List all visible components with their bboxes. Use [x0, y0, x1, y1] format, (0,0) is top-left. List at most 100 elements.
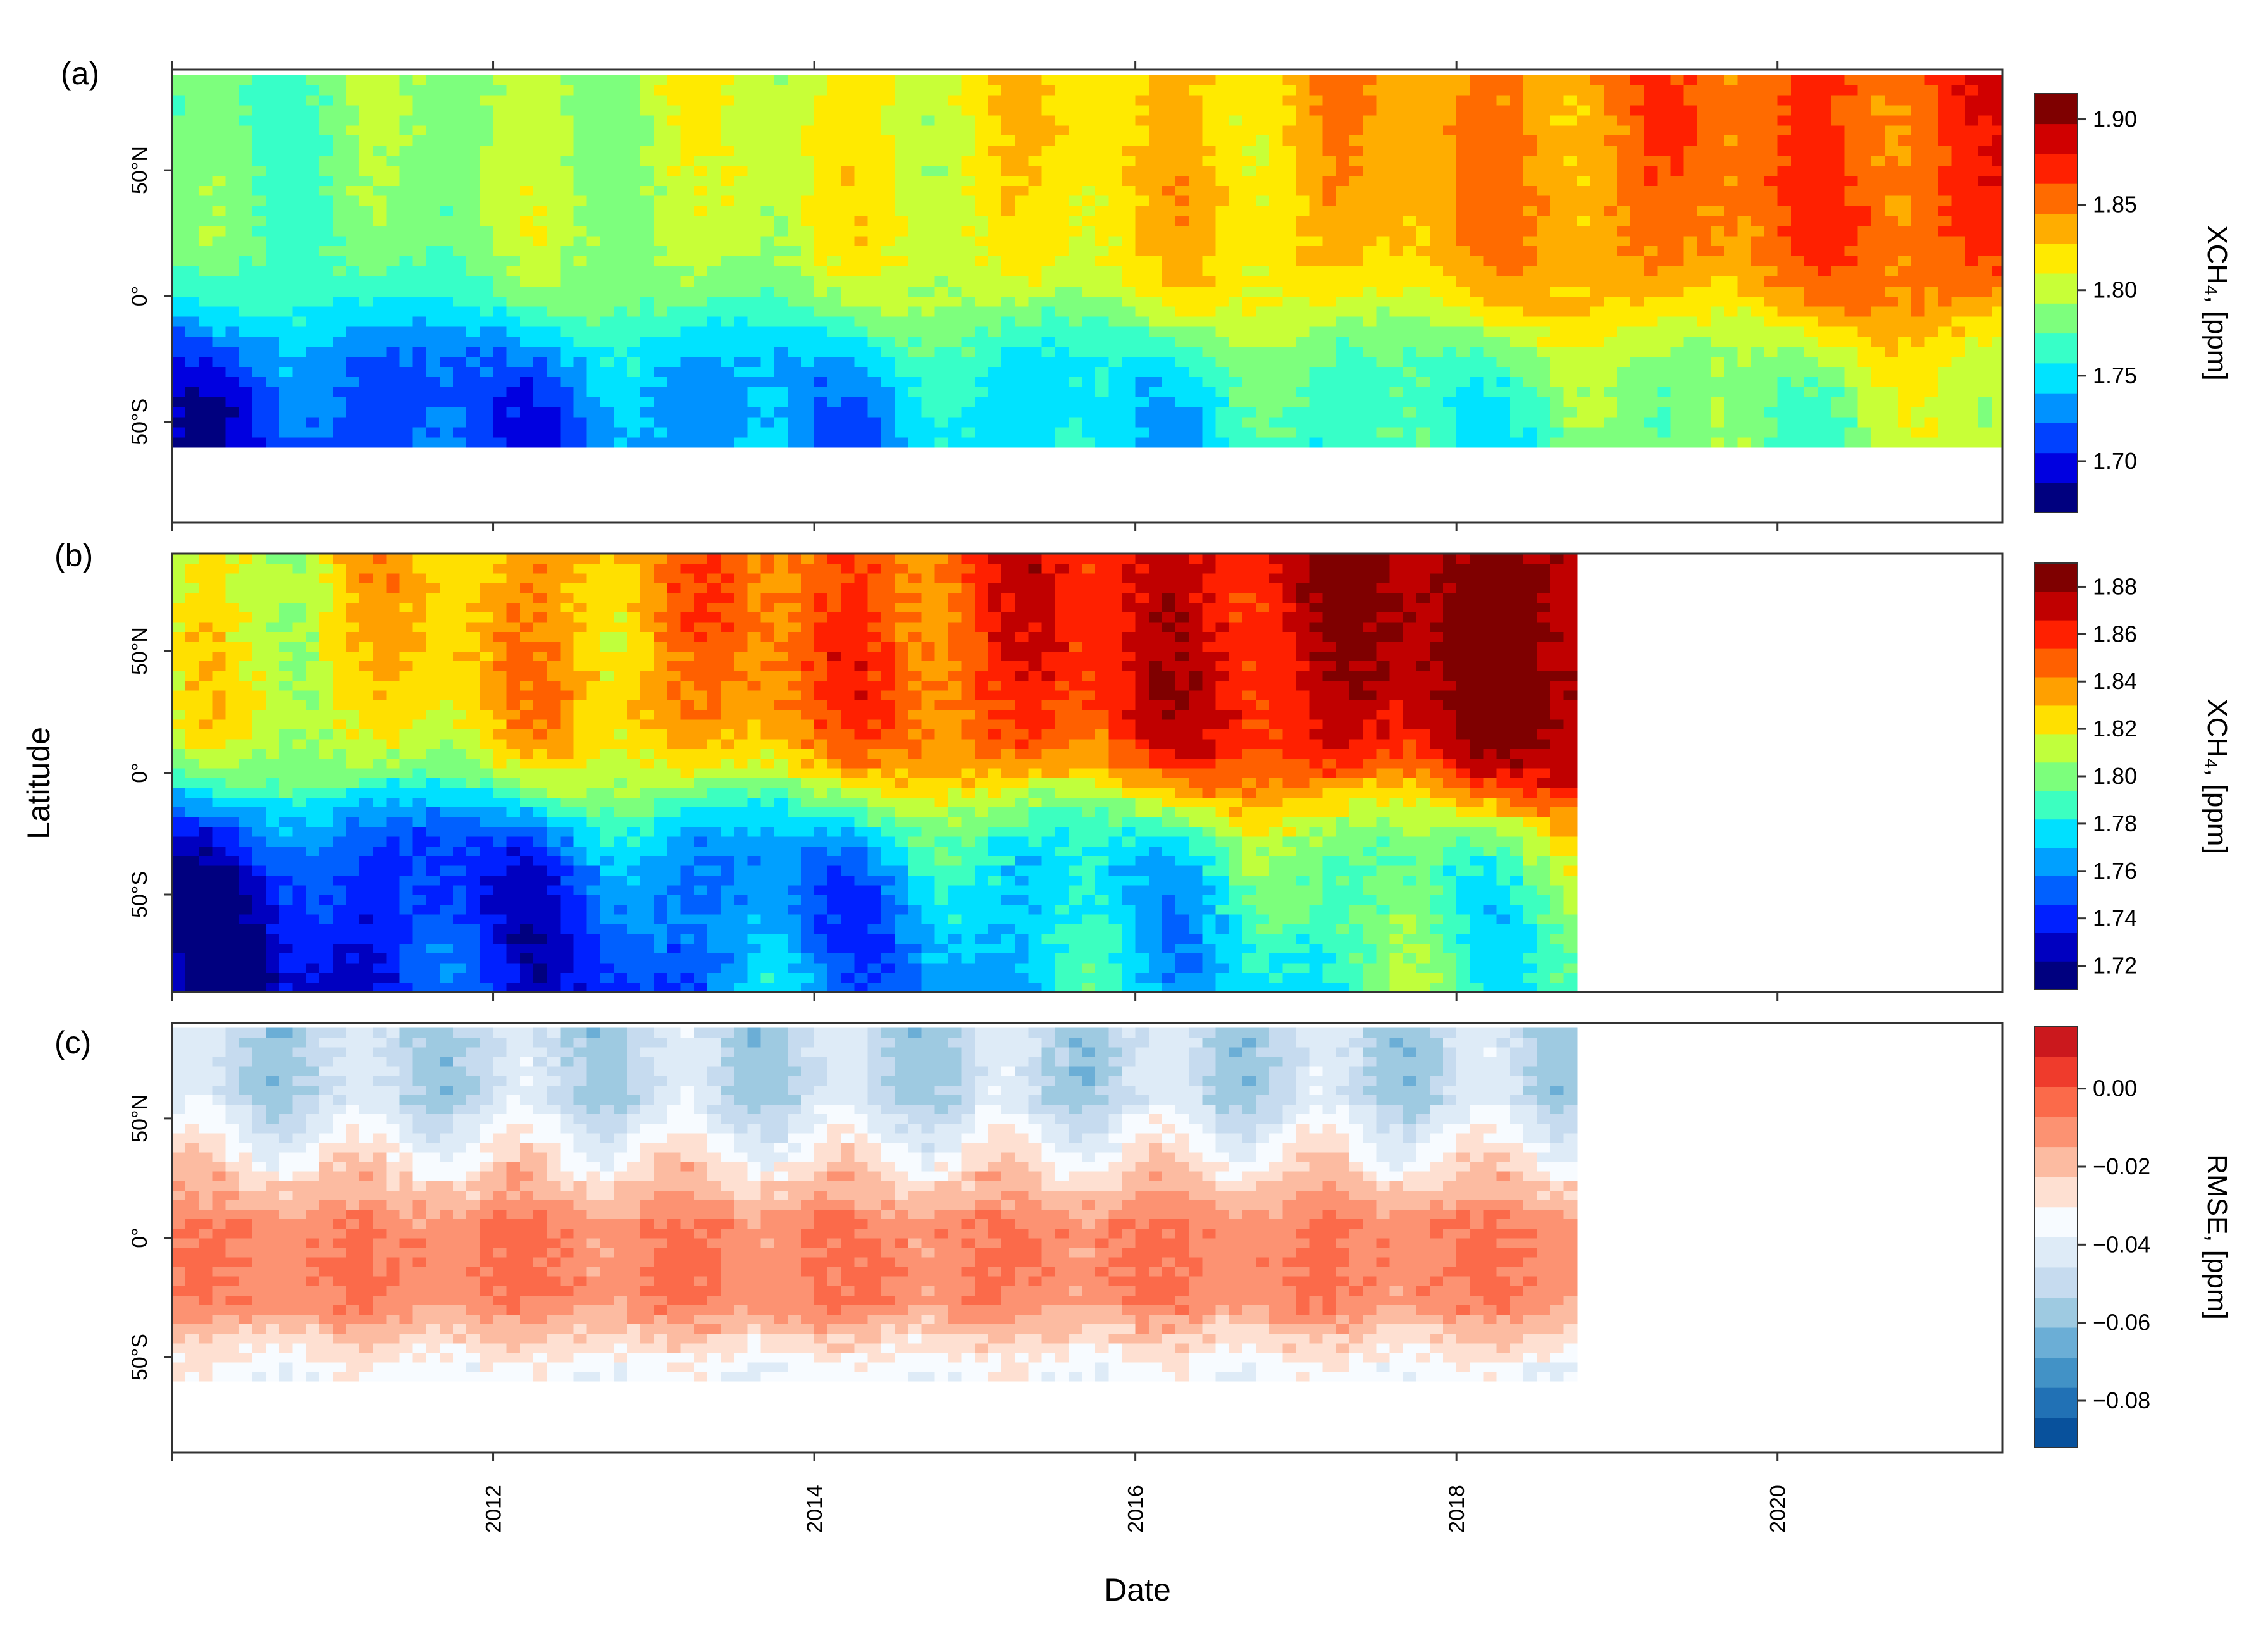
heatmap-cell	[654, 326, 668, 337]
heatmap-cell	[1911, 366, 1926, 378]
heatmap-cell	[921, 75, 936, 85]
heatmap-cell	[640, 256, 655, 267]
heatmap-cell	[1563, 356, 1578, 368]
heatmap-cell	[1697, 235, 1711, 247]
heatmap-cell	[1751, 256, 1765, 267]
heatmap-cell	[881, 437, 895, 448]
heatmap-cell	[1122, 266, 1136, 276]
heatmap-cell	[547, 286, 561, 297]
heatmap-cell	[239, 84, 253, 96]
heatmap-cell	[212, 104, 226, 116]
heatmap-cell	[1403, 346, 1417, 357]
heatmap-cell	[1389, 416, 1404, 428]
heatmap-cell	[239, 306, 253, 317]
heatmap-cell	[1202, 336, 1217, 347]
heatmap-cell	[895, 245, 908, 257]
heatmap-cell	[1831, 426, 1845, 438]
heatmap-cell	[881, 104, 895, 116]
heatmap-cell	[787, 205, 802, 216]
heatmap-cell	[974, 205, 989, 216]
heatmap-cell	[827, 235, 842, 247]
heatmap-cell	[1389, 387, 1404, 397]
heatmap-cell	[1496, 346, 1511, 357]
heatmap-cell	[1416, 296, 1430, 307]
heatmap-cell	[1483, 276, 1497, 287]
heatmap-cell	[1737, 245, 1752, 257]
heatmap-cell	[1095, 215, 1110, 226]
heatmap-cell	[560, 276, 574, 287]
heatmap-cell	[734, 306, 748, 317]
heatmap-cell	[1429, 94, 1444, 106]
heatmap-cell	[1068, 376, 1082, 387]
heatmap-cell	[306, 165, 320, 176]
heatmap-cell	[1924, 135, 1939, 146]
heatmap-cell	[386, 256, 400, 267]
heatmap-cell	[814, 397, 828, 407]
heatmap-cell	[1189, 356, 1203, 368]
heatmap-cell	[640, 276, 655, 287]
heatmap-cell	[1964, 326, 1979, 337]
heatmap-cell	[480, 165, 494, 176]
heatmap-cell	[1001, 245, 1016, 257]
heatmap-cell	[1550, 266, 1565, 276]
heatmap-cell	[827, 155, 842, 166]
heatmap-cell	[1818, 145, 1832, 156]
heatmap-cell	[908, 316, 922, 327]
heatmap-cell	[1724, 416, 1738, 428]
heatmap-cell	[386, 94, 400, 106]
heatmap-cell	[212, 115, 226, 126]
heatmap-cell	[1683, 266, 1698, 276]
heatmap-cell	[1857, 145, 1872, 156]
heatmap-cell	[1563, 135, 1578, 146]
heatmap-cell	[1844, 276, 1859, 287]
heatmap-cell	[1108, 276, 1123, 287]
heatmap-cell	[493, 104, 507, 116]
heatmap-cell	[212, 397, 226, 407]
heatmap-cell	[1831, 306, 1845, 317]
heatmap-cell	[1068, 326, 1082, 337]
heatmap-cell	[1831, 225, 1845, 237]
heatmap-cell	[640, 416, 655, 428]
heatmap-cell	[721, 306, 734, 317]
heatmap-cell	[1242, 387, 1256, 397]
heatmap-cell	[627, 135, 641, 146]
heatmap-cell	[921, 326, 936, 337]
heatmap-cell	[1509, 245, 1524, 257]
heatmap-cell	[1148, 185, 1163, 196]
heatmap-cell	[1884, 215, 1899, 226]
heatmap-cell	[827, 165, 842, 176]
heatmap-cell	[760, 205, 775, 216]
heatmap-cell	[600, 296, 614, 307]
heatmap-cell	[1857, 155, 1872, 166]
heatmap-cell	[1790, 326, 1805, 337]
heatmap-cell	[1550, 215, 1565, 226]
heatmap-cell	[1964, 145, 1979, 156]
heatmap-cell	[573, 145, 588, 156]
heatmap-cell	[1175, 125, 1189, 136]
heatmap-cell	[600, 94, 614, 106]
heatmap-cell	[1616, 125, 1631, 136]
heatmap-cell	[1242, 316, 1256, 327]
heatmap-cell	[1724, 185, 1738, 196]
heatmap-cell	[1884, 94, 1899, 106]
heatmap-cell	[1041, 104, 1056, 116]
heatmap-cell	[760, 104, 775, 116]
heatmap-cell	[1857, 306, 1872, 317]
heatmap-cell	[1349, 235, 1363, 247]
heatmap-cell	[1256, 416, 1270, 428]
heatmap-cell	[1790, 286, 1805, 297]
heatmap-cell	[1790, 145, 1805, 156]
heatmap-cell	[266, 397, 280, 407]
heatmap-cell	[1148, 296, 1163, 307]
heatmap-cell	[921, 84, 936, 96]
heatmap-cell	[506, 296, 521, 307]
heatmap-cell	[1376, 195, 1391, 206]
heatmap-cell	[332, 256, 347, 267]
heatmap-cell	[1603, 155, 1618, 166]
heatmap-cell	[547, 75, 561, 85]
heatmap-cell	[560, 387, 574, 397]
heatmap-cell	[1282, 165, 1297, 176]
heatmap-cell	[854, 195, 869, 206]
heatmap-cell	[613, 387, 628, 397]
heatmap-cell	[1055, 225, 1069, 237]
